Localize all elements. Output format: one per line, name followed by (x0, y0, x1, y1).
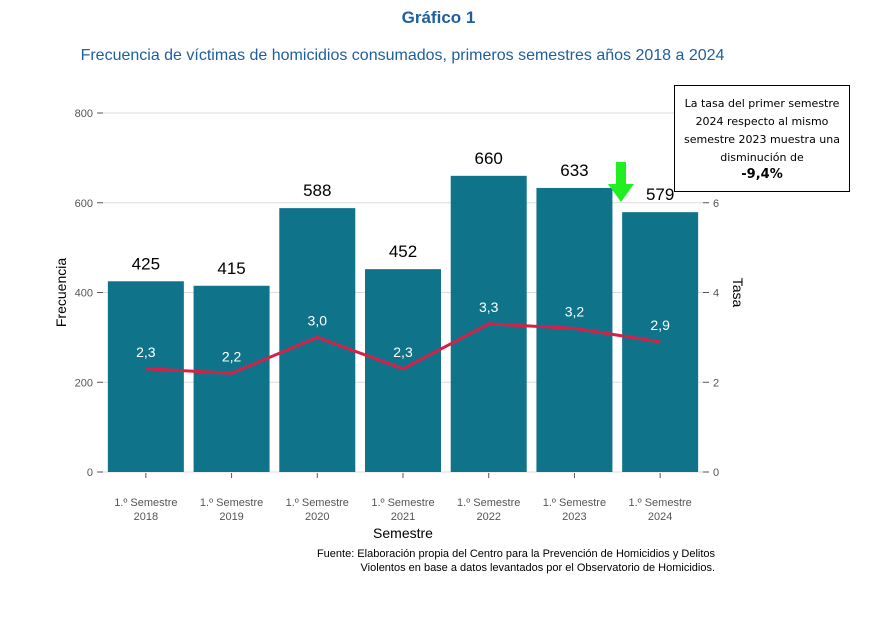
bar-value-label: 425 (132, 254, 160, 273)
y-tick-label: 400 (75, 288, 93, 300)
x-tick-label-line2: 2020 (305, 511, 329, 523)
chart-title: Gráfico 1 (401, 8, 476, 27)
rate-value-label: 3,3 (479, 299, 499, 315)
rate-value-label: 2,9 (650, 317, 670, 333)
chart-subtitle: Frecuencia de víctimas de homicidios con… (80, 47, 725, 64)
y-tick-label: 200 (75, 377, 93, 389)
bar (536, 187, 613, 472)
x-tick-label-line2: 2022 (476, 511, 500, 523)
x-axis-title: Semestre (373, 525, 433, 541)
y2-tick-label: 2 (713, 377, 719, 389)
y2-tick-label: 6 (713, 198, 719, 210)
y-tick-label: 0 (87, 467, 93, 479)
bar (365, 269, 441, 472)
x-tick-label-line2: 2024 (648, 511, 672, 523)
bar-value-label: 588 (303, 181, 331, 200)
y-tick-label: 800 (75, 108, 93, 120)
callout-text: La tasa del primer semestre 2024 respect… (683, 97, 840, 164)
y2-tick-label: 0 (713, 467, 719, 479)
bar-value-label: 579 (646, 185, 674, 204)
y2-axis-title: Tasa (730, 278, 746, 308)
y-tick-label: 600 (75, 198, 93, 210)
bar (193, 285, 270, 472)
x-tick-label-line1: 1.º Semestre (371, 497, 434, 509)
x-tick-label-line2: 2018 (134, 511, 158, 523)
bar-value-label: 415 (217, 259, 245, 278)
x-tick-label-line1: 1.º Semestre (114, 497, 177, 509)
x-tick-label-line1: 1.º Semestre (543, 497, 606, 509)
x-tick-label-line1: 1.º Semestre (628, 497, 691, 509)
rate-value-label: 2,2 (222, 348, 242, 364)
x-tick-label-line2: 2019 (219, 511, 243, 523)
rate-value-label: 2,3 (393, 344, 413, 360)
bar-value-label: 633 (560, 161, 588, 180)
callout-value: -9,4% (741, 167, 783, 182)
x-tick-label-line2: 2021 (391, 511, 415, 523)
bar-value-label: 660 (475, 149, 503, 168)
bar (279, 208, 356, 472)
x-tick-label-line2: 2023 (562, 511, 586, 523)
y2-tick-label: 4 (713, 288, 719, 300)
callout-box: La tasa del primer semestre 2024 respect… (674, 85, 850, 192)
bar-value-label: 452 (389, 242, 417, 261)
down-arrow-icon (608, 162, 634, 202)
y-axis-title: Frecuencia (53, 258, 69, 327)
x-tick-label-line1: 1.º Semestre (457, 497, 520, 509)
source-note: Fuente: Elaboración propia del Centro pa… (316, 548, 715, 574)
rate-value-label: 3,2 (565, 303, 585, 319)
bar (107, 281, 184, 472)
x-tick-label-line1: 1.º Semestre (200, 497, 263, 509)
rate-line (145, 322, 661, 375)
rate-value-label: 3,0 (308, 312, 328, 328)
rate-value-label: 2,3 (136, 344, 156, 360)
bar (622, 212, 699, 472)
x-tick-label-line1: 1.º Semestre (286, 497, 349, 509)
